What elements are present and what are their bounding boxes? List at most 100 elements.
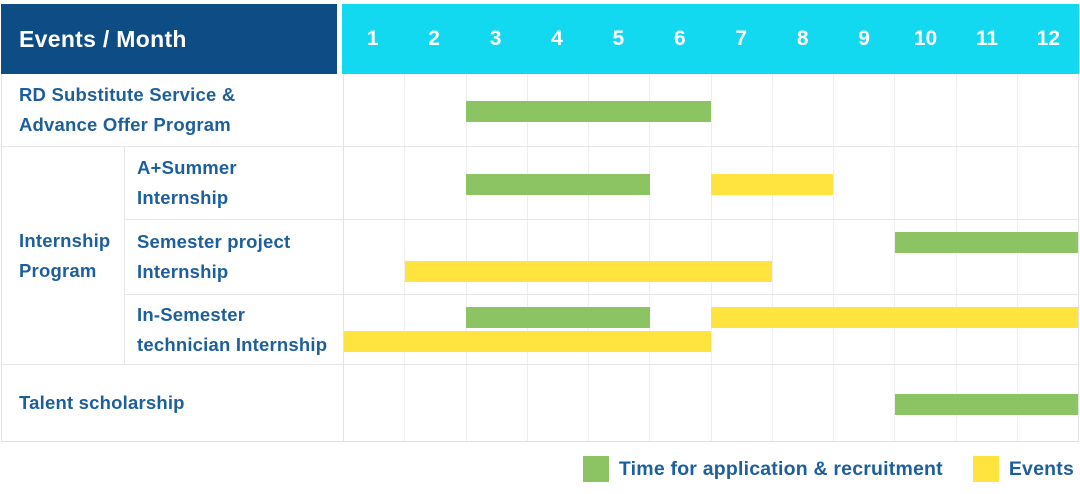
grid-cell	[955, 220, 1017, 294]
grid-cell	[465, 295, 527, 364]
grid-cell	[771, 365, 833, 441]
grid-cell	[833, 365, 894, 441]
month-gridlines	[344, 295, 1078, 364]
month-header-6: 6	[673, 27, 686, 50]
yellow-swatch-icon	[972, 456, 999, 482]
grid-cell	[344, 220, 404, 294]
grid-cell	[526, 295, 588, 364]
month-header-9: 9	[858, 27, 870, 50]
grid-cell	[344, 74, 404, 146]
green-bar	[466, 307, 650, 328]
label-line: Program	[19, 259, 97, 281]
month-gridlines	[344, 74, 1078, 146]
yellow-bar	[711, 174, 834, 195]
grid-cell	[649, 295, 710, 364]
month-header-1: 1	[366, 27, 379, 50]
label-line: A+Summer	[137, 157, 237, 178]
header-months: 1 2 3 4 5 6 7 8 9 10 11 12	[342, 4, 1079, 74]
label-line: Advance Offer Program	[19, 114, 231, 135]
label-line: Talent scholarship	[19, 392, 185, 413]
header-row: Events / Month 1 2 3 4 5 6 7 8 9 10 11 12	[1, 4, 1079, 74]
month-header-8: 8	[796, 27, 809, 50]
row-label-group: Internship Program	[2, 147, 125, 365]
grid-cell	[771, 295, 833, 364]
grid-cell	[894, 220, 955, 294]
grid-cell	[526, 220, 588, 294]
grid-cell	[588, 365, 649, 441]
legend-label-events: Events	[1008, 457, 1074, 480]
legend-item-events: Events	[972, 456, 1074, 482]
grid-cell	[588, 220, 649, 294]
grid-cell	[404, 295, 465, 364]
month-gridlines	[344, 220, 1078, 294]
grid-cell	[955, 147, 1017, 219]
green-swatch-icon	[582, 456, 609, 482]
grid-cell	[465, 74, 527, 146]
gantt-chart: Events / Month 1 2 3 4 5 6 7 8 9 10 11 12 RD Substi…	[1, 4, 1079, 442]
grid-cell	[710, 295, 772, 364]
month-header-12: 12	[1036, 27, 1061, 50]
grid-cell	[649, 220, 710, 294]
grid-cell	[1016, 74, 1078, 146]
month-header-4: 4	[551, 27, 563, 50]
month-header-11: 11	[975, 27, 999, 50]
yellow-bar	[344, 331, 711, 352]
month-header-10: 10	[913, 27, 938, 50]
grid-cell	[771, 220, 833, 294]
grid-cell	[465, 220, 527, 294]
grid-cell	[894, 147, 955, 219]
grid-cell	[833, 220, 894, 294]
grid-cell	[404, 365, 465, 441]
grid-cell	[465, 147, 527, 219]
grid-cell	[771, 74, 833, 146]
grid-cell	[344, 295, 404, 364]
grid-cell	[649, 147, 710, 219]
legend-label-application-recruitment: Time for application & recruitment	[618, 457, 943, 480]
grid-cell	[894, 74, 955, 146]
grid-cell	[833, 295, 894, 364]
yellow-bar	[711, 307, 1078, 328]
row-label: Talent scholarship	[2, 365, 343, 441]
grid-cell	[710, 220, 772, 294]
grid-cell	[344, 147, 404, 219]
month-header-5: 5	[612, 27, 625, 50]
header-title: Events / Month	[1, 4, 337, 74]
grid-cell	[1016, 147, 1078, 219]
grid-cell	[1016, 295, 1078, 364]
grid-cell	[649, 365, 710, 441]
row-label: RD Substitute Service & Advance Offer Pro…	[2, 74, 343, 147]
yellow-bar	[405, 261, 773, 282]
gantt-body: RD Substitute Service & Advance Offer Pro…	[1, 74, 1079, 442]
green-bar	[894, 394, 1078, 415]
row-chart	[343, 74, 1078, 147]
row-label: In-Semester technician Internship	[125, 295, 343, 365]
row-chart	[343, 295, 1078, 365]
label-line: Internship	[137, 187, 229, 208]
label-line: In-Semester	[137, 303, 246, 325]
grid-cell	[1016, 220, 1078, 294]
month-header-7: 7	[735, 27, 748, 50]
label-line: RD Substitute Service &	[19, 84, 236, 105]
green-bar	[466, 174, 650, 195]
label-line: technician Internship	[137, 333, 328, 355]
legend-item-application-recruitment: Time for application & recruitment	[582, 456, 943, 482]
grid-cell	[833, 74, 894, 146]
grid-cell	[404, 147, 465, 219]
grid-cell	[710, 365, 772, 441]
grid-cell	[404, 220, 465, 294]
grid-cell	[344, 365, 404, 441]
month-header-3: 3	[489, 27, 502, 50]
grid-cell	[588, 295, 649, 364]
grid-cell	[526, 365, 588, 441]
green-bar	[894, 232, 1078, 253]
row-label: A+Summer Internship	[125, 147, 343, 220]
row-chart	[343, 220, 1078, 295]
label-line: Semester project	[137, 231, 291, 252]
label-line: Internship	[19, 229, 111, 251]
row-chart	[343, 365, 1078, 441]
grid-cell	[955, 74, 1017, 146]
grid-cell	[894, 295, 955, 364]
header-divider	[337, 4, 342, 74]
grid-cell	[955, 295, 1017, 364]
grid-cell	[710, 74, 772, 146]
